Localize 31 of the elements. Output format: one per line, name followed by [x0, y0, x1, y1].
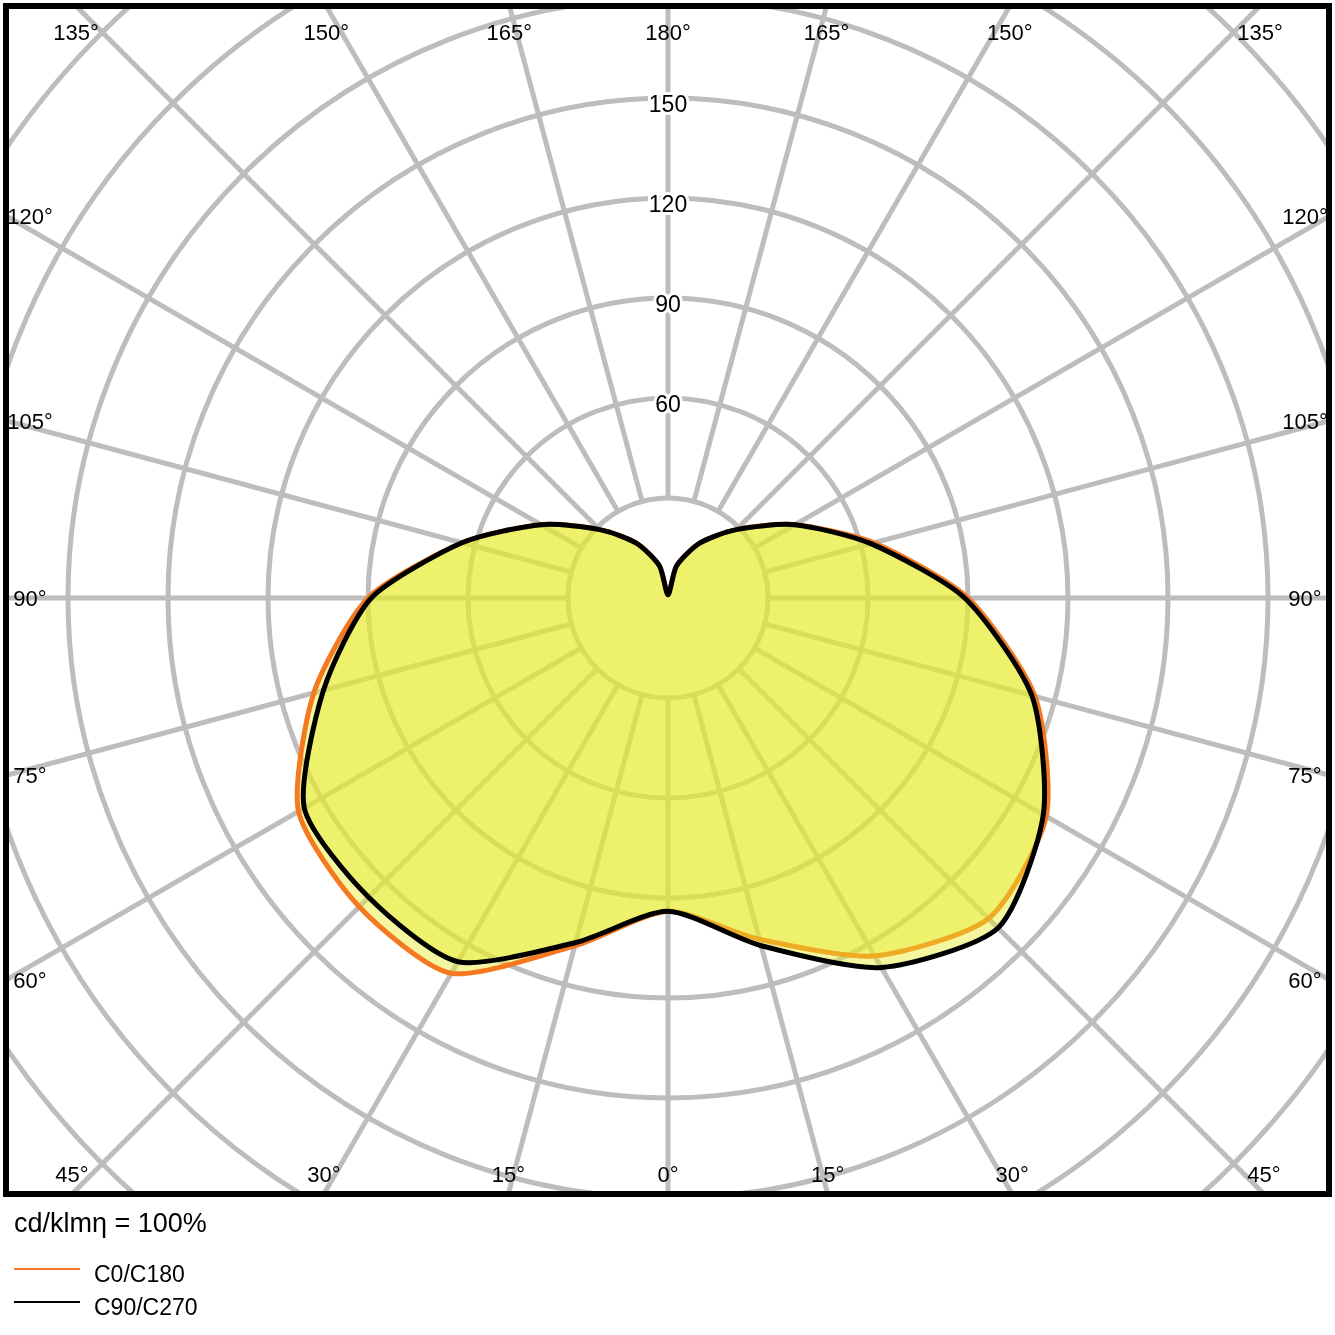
y-tick-label: 60 [655, 391, 681, 417]
spoke-label: 0° [657, 1162, 679, 1187]
spoke-label: 165° [803, 20, 850, 45]
y-tick-label: 150 [648, 91, 688, 117]
legend-label: C0/C180 [94, 1261, 185, 1287]
y-tick-label: 120 [648, 191, 688, 217]
spoke-label: 30° [995, 1162, 1029, 1187]
spoke-label: 165° [486, 20, 533, 45]
spoke-label: 15° [491, 1162, 525, 1187]
spoke-label: 75° [13, 763, 47, 789]
spoke-label: 75° [1288, 763, 1322, 789]
spoke-label: 45° [55, 1162, 89, 1187]
spoke-label: 60° [13, 968, 47, 994]
spoke-label: 90° [1288, 586, 1322, 611]
y-tick-label: 90 [655, 291, 681, 317]
spoke-label: 180° [645, 20, 691, 45]
spoke-label: 135° [53, 20, 99, 45]
spoke-label: 150° [303, 20, 349, 45]
spoke-label: 30° [307, 1162, 341, 1187]
spoke-label: 105° [1282, 408, 1328, 434]
text: cd/klmη = 100% [14, 1208, 207, 1238]
spoke-label: 45° [1247, 1162, 1281, 1187]
spoke-label: 120° [7, 203, 53, 229]
spoke-label: 135° [1237, 20, 1283, 45]
spoke-label: 150° [987, 20, 1033, 45]
spoke-label: 105° [7, 408, 53, 434]
spoke-label: 15° [811, 1162, 845, 1187]
spoke-label: 120° [1282, 204, 1328, 230]
legend-label: C90/C270 [94, 1294, 198, 1320]
spoke-label: 90° [13, 586, 47, 611]
spoke-label: 60° [1288, 967, 1322, 993]
